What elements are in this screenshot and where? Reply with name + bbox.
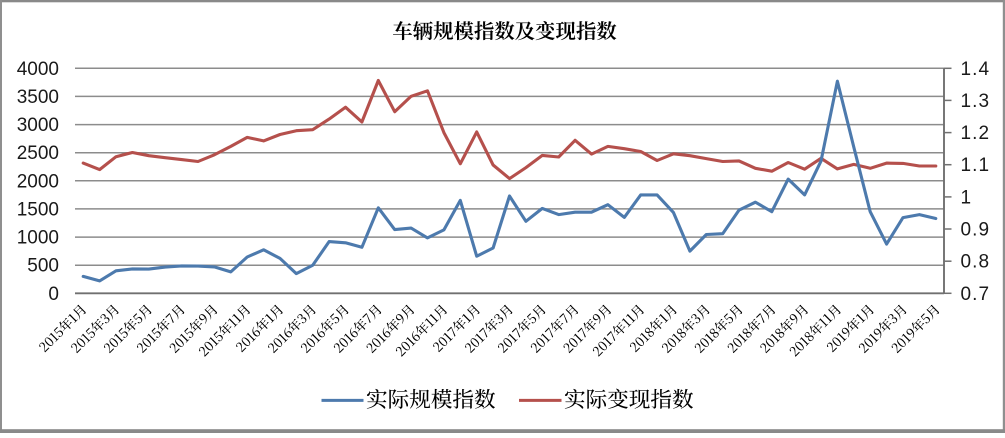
svg-text:1500: 1500 bbox=[17, 199, 59, 220]
svg-text:3000: 3000 bbox=[17, 115, 59, 136]
svg-text:0.8: 0.8 bbox=[961, 252, 991, 273]
svg-text:500: 500 bbox=[27, 256, 59, 277]
svg-text:1.4: 1.4 bbox=[961, 59, 991, 80]
svg-text:3500: 3500 bbox=[17, 87, 59, 108]
svg-text:2500: 2500 bbox=[17, 143, 59, 164]
svg-text:4000: 4000 bbox=[17, 59, 59, 80]
svg-text:1: 1 bbox=[961, 187, 973, 208]
svg-text:0.7: 0.7 bbox=[961, 284, 991, 305]
svg-text:1.1: 1.1 bbox=[961, 155, 991, 176]
svg-text:1000: 1000 bbox=[17, 228, 59, 249]
svg-text:1.3: 1.3 bbox=[961, 91, 991, 112]
svg-text:2000: 2000 bbox=[17, 171, 59, 192]
svg-text:1.2: 1.2 bbox=[961, 123, 991, 144]
svg-text:0: 0 bbox=[48, 284, 59, 305]
svg-text:0.9: 0.9 bbox=[961, 220, 991, 241]
